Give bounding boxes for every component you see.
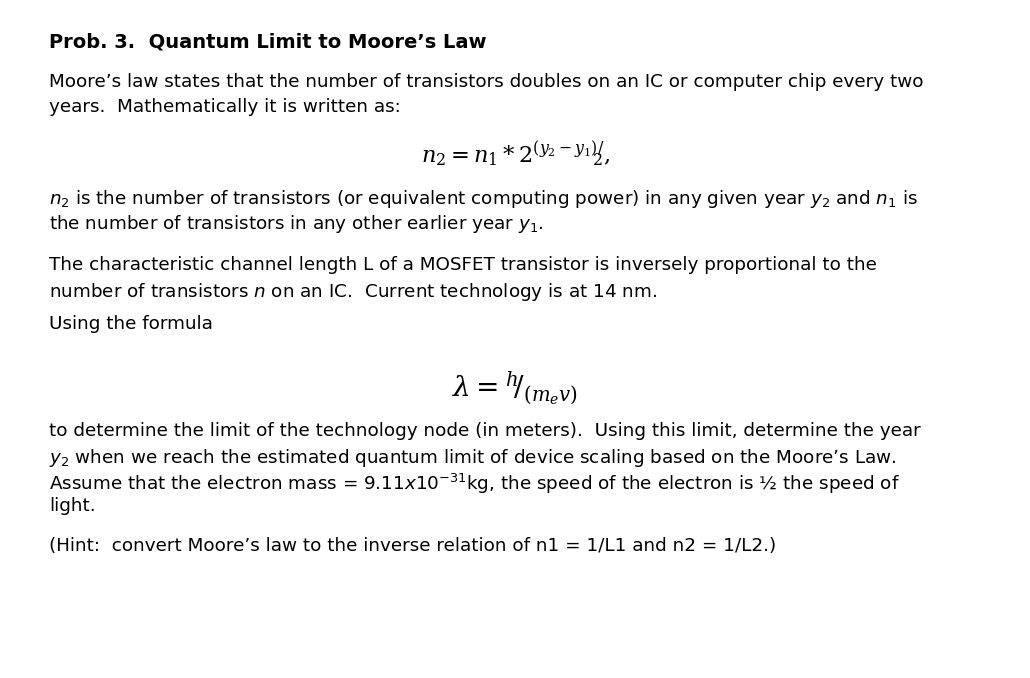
Text: years.  Mathematically it is written as:: years. Mathematically it is written as: (49, 98, 402, 116)
Text: Assume that the electron mass = 9.11$x$10$^{-31}$kg, the speed of the electron i: Assume that the electron mass = 9.11$x$1… (49, 472, 900, 496)
Text: $n_2$ is the number of transistors (or equivalent computing power) in any given : $n_2$ is the number of transistors (or e… (49, 188, 919, 210)
Text: $\lambda = {}^{h}\!/_{(m_e v)}$: $\lambda = {}^{h}\!/_{(m_e v)}$ (452, 370, 578, 407)
Text: (Hint:  convert Moore’s law to the inverse relation of n1 = 1/L1 and n2 = 1/L2.): (Hint: convert Moore’s law to the invers… (49, 537, 777, 555)
Text: Moore’s law states that the number of transistors doubles on an IC or computer c: Moore’s law states that the number of tr… (49, 73, 924, 91)
Text: to determine the limit of the technology node (in meters).  Using this limit, de: to determine the limit of the technology… (49, 422, 921, 440)
Text: number of transistors $n$ on an IC.  Current technology is at 14 nm.: number of transistors $n$ on an IC. Curr… (49, 281, 657, 302)
Text: Prob. 3.  Quantum Limit to Moore’s Law: Prob. 3. Quantum Limit to Moore’s Law (49, 33, 487, 52)
Text: $n_2 = n_1 * 2^{(y_2-y_1)/}\!\!\!{}_{2},$: $n_2 = n_1 * 2^{(y_2-y_1)/}\!\!\!{}_{2},… (420, 140, 610, 170)
Text: The characteristic channel length L of a MOSFET transistor is inversely proporti: The characteristic channel length L of a… (49, 256, 878, 274)
Text: the number of transistors in any other earlier year $y_1$.: the number of transistors in any other e… (49, 213, 544, 235)
Text: Using the formula: Using the formula (49, 315, 213, 334)
Text: $y_2$ when we reach the estimated quantum limit of device scaling based on the M: $y_2$ when we reach the estimated quantu… (49, 447, 897, 468)
Text: light.: light. (49, 497, 96, 515)
